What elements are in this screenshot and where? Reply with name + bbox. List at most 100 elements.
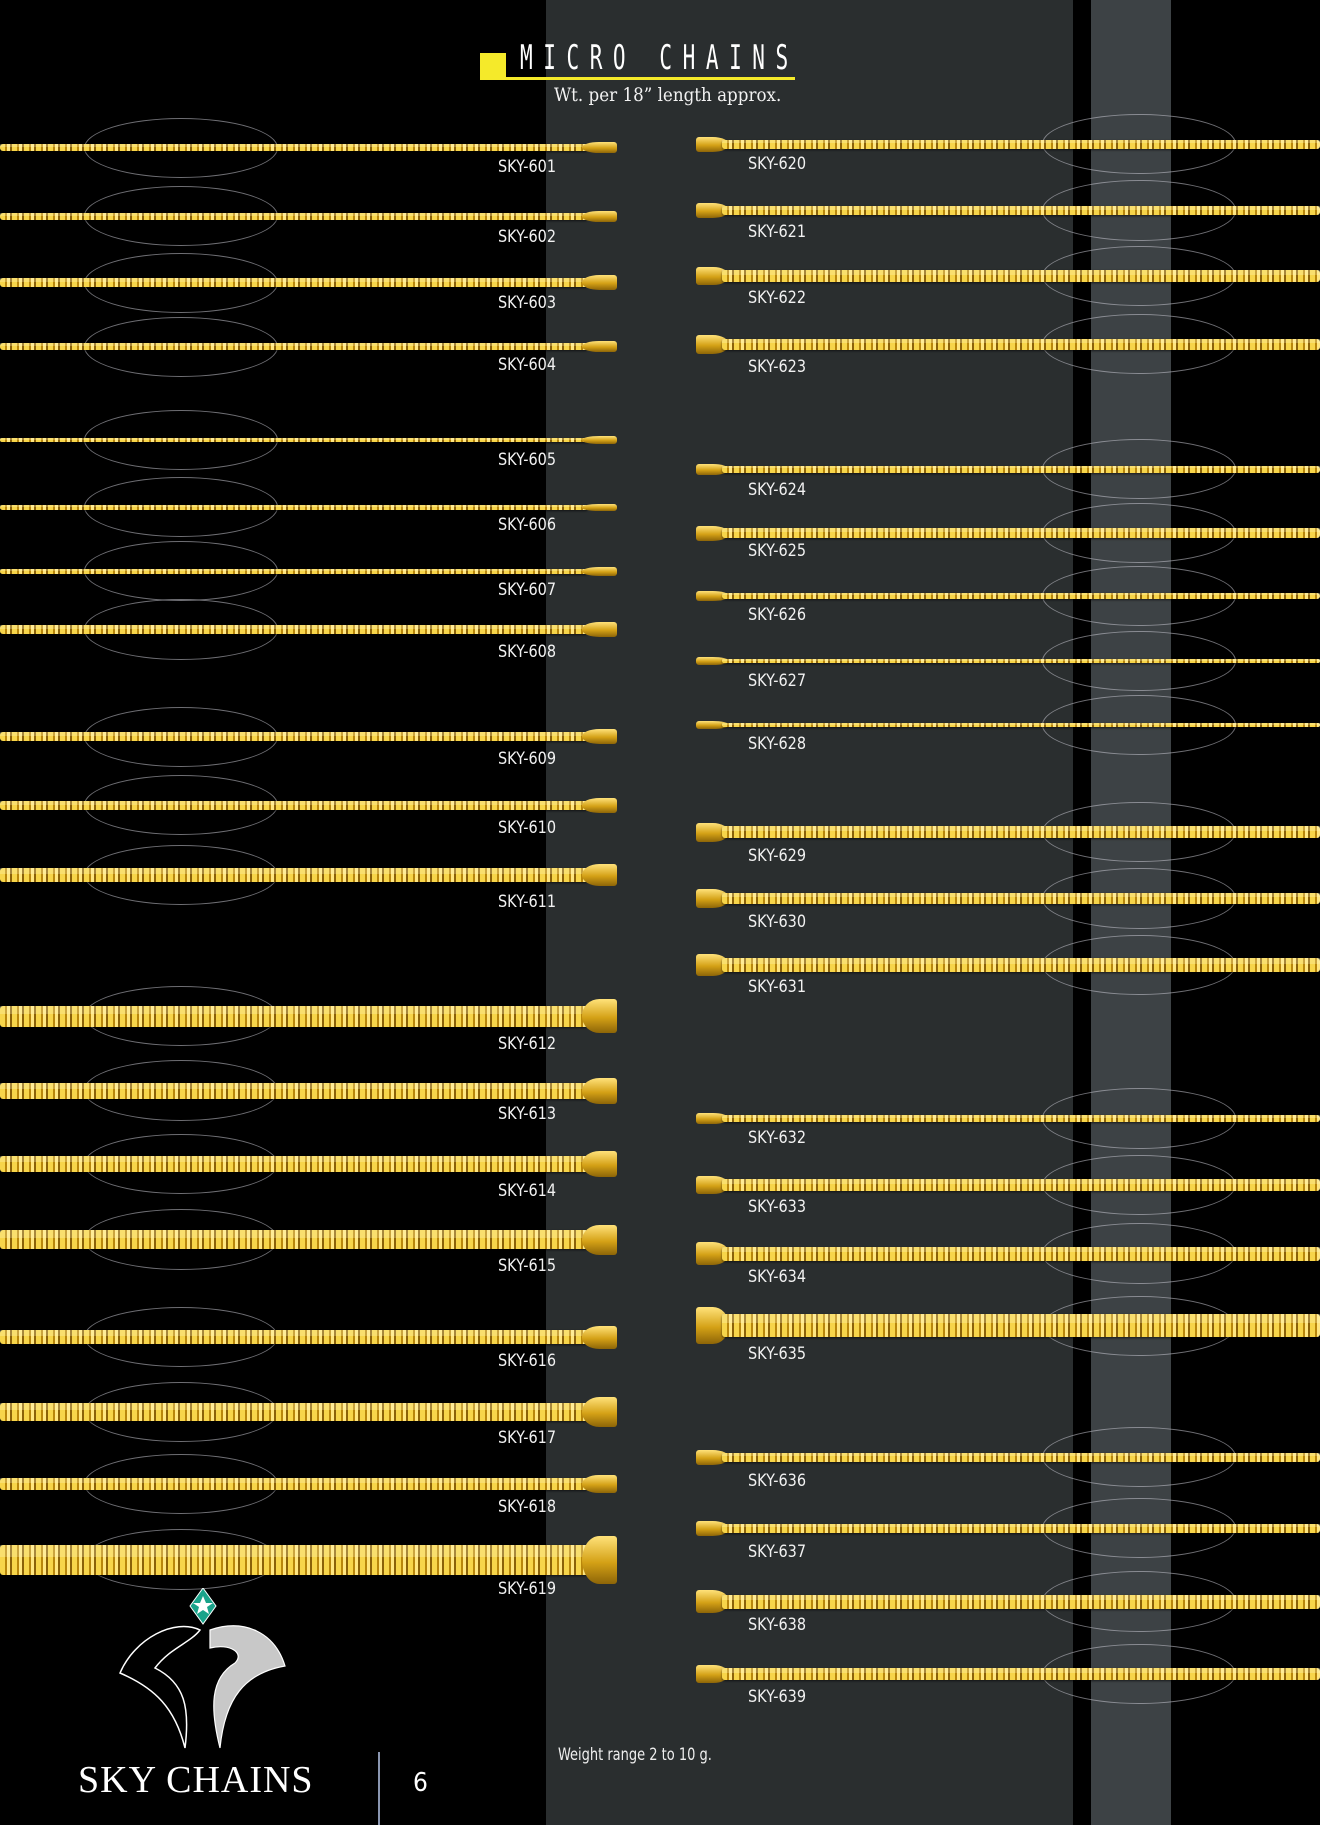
clasp-icon	[696, 463, 729, 475]
clasp-icon	[696, 591, 729, 601]
chain-image	[0, 1082, 588, 1099]
clasp-icon	[696, 1590, 729, 1613]
chain-image	[0, 1155, 588, 1173]
chain-image	[0, 568, 588, 575]
chain-image	[721, 528, 1320, 538]
product-code: SKY-605	[498, 450, 557, 471]
clasp-icon	[582, 1077, 617, 1104]
product-code: SKY-626	[748, 604, 807, 625]
product-code: SKY-610	[498, 817, 557, 838]
clasp-icon	[696, 953, 729, 977]
chain-image	[721, 658, 1320, 664]
chain-image	[721, 206, 1320, 216]
clasp-icon	[582, 729, 617, 745]
page-subtitle: Wt. per 18” length approx.	[554, 84, 782, 106]
product-code: SKY-619	[498, 1579, 557, 1600]
chain-image	[721, 892, 1320, 905]
product-code: SKY-618	[498, 1496, 557, 1517]
chain-image	[721, 270, 1320, 282]
chain-image	[0, 625, 588, 635]
clasp-icon	[696, 525, 729, 541]
clasp-icon	[582, 1397, 617, 1427]
chain-image	[721, 957, 1320, 972]
footer-divider	[378, 1752, 380, 1825]
product-code: SKY-607	[498, 580, 557, 601]
brand-name: SKY CHAINS	[78, 1759, 314, 1801]
chain-image	[0, 1330, 588, 1345]
chain-image	[0, 505, 588, 510]
clasp-icon	[582, 210, 617, 223]
chain-image	[0, 213, 588, 220]
chain-image	[721, 1523, 1320, 1533]
clasp-icon	[696, 266, 729, 286]
clasp-icon	[582, 999, 617, 1033]
sky-chains-logo-icon	[119, 1588, 286, 1749]
product-code: SKY-611	[498, 892, 557, 913]
chain-image	[0, 437, 588, 443]
chain-image	[0, 1544, 588, 1575]
clasp-icon	[696, 822, 729, 842]
product-code: SKY-635	[748, 1344, 807, 1365]
header-underline	[480, 77, 795, 80]
product-code: SKY-609	[498, 749, 557, 770]
chain-image	[0, 1478, 588, 1490]
clasp-icon	[696, 1664, 729, 1684]
product-code: SKY-624	[748, 480, 807, 501]
chain-image	[721, 1452, 1320, 1462]
page-title: MICRO CHAINS	[520, 38, 799, 78]
chain-image	[721, 722, 1320, 728]
chain-image	[0, 1005, 588, 1027]
clasp-icon	[582, 503, 617, 512]
clasp-icon	[696, 889, 729, 908]
chain-image	[721, 139, 1320, 149]
product-code: SKY-633	[748, 1197, 807, 1218]
clasp-icon	[582, 142, 617, 154]
product-code: SKY-617	[498, 1427, 557, 1448]
chain-image	[721, 1668, 1320, 1680]
chain-image	[0, 144, 588, 152]
product-code: SKY-606	[498, 515, 557, 536]
clasp-icon	[696, 136, 729, 152]
chain-image	[721, 465, 1320, 473]
chain-image	[721, 593, 1320, 599]
page-number: 6	[413, 1768, 428, 1798]
product-code: SKY-637	[748, 1541, 807, 1562]
product-code: SKY-602	[498, 226, 557, 247]
clasp-icon	[582, 1535, 617, 1584]
chain-image	[721, 338, 1320, 351]
chain-image	[721, 1246, 1320, 1261]
product-code: SKY-604	[498, 354, 557, 375]
clasp-icon	[696, 657, 729, 665]
clasp-icon	[696, 1449, 729, 1465]
product-code: SKY-639	[748, 1687, 807, 1708]
chain-image	[0, 1230, 588, 1249]
clasp-icon	[582, 1474, 617, 1494]
product-code: SKY-627	[748, 671, 807, 692]
chain-image	[721, 1179, 1320, 1191]
chain-image	[0, 800, 588, 811]
weight-range-note: Weight range 2 to 10 g.	[558, 1745, 712, 1765]
clasp-icon	[582, 436, 617, 444]
clasp-icon	[696, 335, 729, 354]
product-code: SKY-629	[748, 845, 807, 866]
product-code: SKY-613	[498, 1104, 557, 1125]
chain-image	[721, 1115, 1320, 1123]
product-code: SKY-638	[748, 1615, 807, 1636]
clasp-icon	[582, 566, 617, 577]
chain-image	[0, 732, 588, 742]
product-code: SKY-621	[748, 221, 807, 242]
product-code: SKY-603	[498, 292, 557, 313]
clasp-icon	[696, 203, 729, 219]
product-code: SKY-630	[748, 912, 807, 933]
clasp-icon	[582, 1326, 617, 1349]
clasp-icon	[582, 622, 617, 638]
product-code: SKY-612	[498, 1034, 557, 1055]
product-code: SKY-634	[748, 1267, 807, 1288]
product-code: SKY-608	[498, 642, 557, 663]
chain-image	[0, 1402, 588, 1422]
clasp-icon	[582, 798, 617, 813]
clasp-icon	[582, 341, 617, 353]
product-code: SKY-615	[498, 1255, 557, 1276]
clasp-icon	[696, 1175, 729, 1195]
clasp-icon	[696, 1242, 729, 1265]
